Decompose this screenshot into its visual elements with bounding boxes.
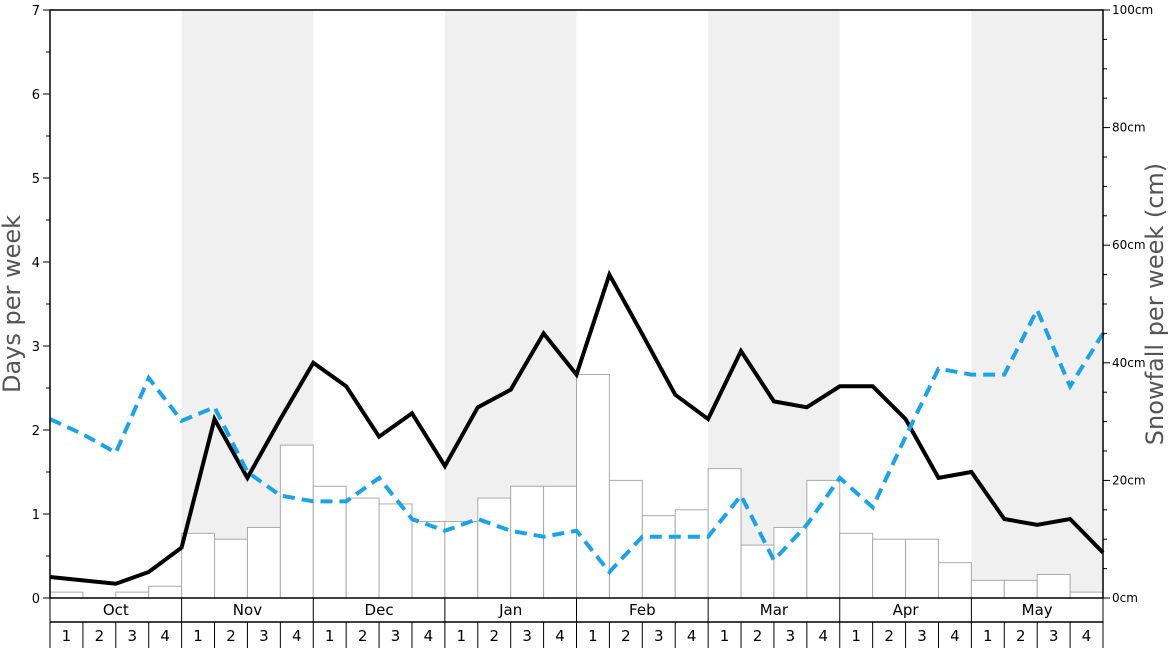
week-label: 1 (325, 627, 335, 645)
left-tick-label: 3 (32, 340, 40, 355)
week-label: 1 (851, 627, 861, 645)
month-label: Jan (498, 601, 522, 619)
week-label: 4 (687, 627, 697, 645)
snowfall-bar (707, 468, 742, 599)
week-row: 1 2 3 4 1 2 3 4 1 2 3 4 1 2 3 4 1 2 3 4 1 2 3 4 1 2 3 4 1 2 3 4 (49, 622, 1104, 648)
snowfall-bar (246, 526, 281, 599)
snowfall-bar (641, 515, 676, 599)
right-tick-label: 0cm (1112, 591, 1138, 605)
week-label: 2 (226, 627, 236, 645)
snowfall-bar (937, 562, 972, 599)
snowfall-bar (543, 485, 577, 599)
month-band (971, 10, 1103, 598)
snowfall-bar (839, 532, 874, 599)
snowfall-bar (1003, 579, 1038, 599)
week-label: 1 (983, 627, 993, 645)
month-row: Oct Nov Dec Jan Feb Mar Apr May (49, 598, 1104, 623)
y-axis-label-left: Days per week (0, 215, 26, 393)
right-tick-label: 20cm (1112, 473, 1146, 487)
snowfall-bar (115, 591, 150, 599)
snowfall-bar (181, 532, 216, 599)
week-label: 4 (292, 627, 302, 645)
left-tick-label: 5 (32, 172, 40, 187)
y-axis-label-right: Snowfall per week (cm) (1141, 163, 1168, 445)
week-label: 3 (1049, 627, 1059, 645)
week-label: 3 (917, 627, 927, 645)
snowfall-bar (510, 485, 545, 599)
snowfall-bar (214, 538, 248, 599)
right-tick-label: 40cm (1112, 356, 1146, 370)
right-tick-label: 80cm (1112, 121, 1146, 135)
snowfall-bar (378, 503, 413, 599)
snowfall-bar (674, 509, 709, 599)
left-tick-label: 4 (32, 256, 40, 271)
left-axis: 0 1 2 3 4 5 6 7 (32, 4, 50, 607)
right-tick-label: 100cm (1112, 3, 1153, 17)
right-tick-label: 60cm (1112, 238, 1146, 252)
month-label: Dec (365, 601, 394, 619)
snowfall-bar (444, 521, 479, 599)
month-label: Apr (893, 601, 920, 619)
dashed-blue-line (49, 305, 1105, 576)
snowfall-bar (905, 538, 939, 599)
snowfall-bar (1036, 573, 1071, 599)
snowfall-bar (345, 497, 380, 599)
snowfall-bar (477, 497, 512, 599)
week-label: 1 (720, 627, 730, 645)
week-label: 3 (786, 627, 796, 645)
week-label: 2 (489, 627, 499, 645)
week-label: 2 (884, 627, 894, 645)
month-label: May (1022, 601, 1053, 619)
month-label: Mar (760, 601, 789, 619)
snowfall-bars (49, 374, 1104, 599)
snowfall-bar (49, 591, 84, 599)
snowfall-bar (148, 585, 183, 599)
month-label: Feb (629, 601, 656, 619)
snowfall-bar (872, 538, 907, 599)
solid-black-line (49, 269, 1105, 586)
left-tick-label: 2 (32, 424, 40, 439)
week-label: 3 (259, 627, 269, 645)
snowfall-bar (411, 521, 446, 599)
week-label: 4 (424, 627, 434, 645)
week-label: 1 (193, 627, 203, 645)
left-tick-label: 7 (32, 4, 40, 19)
week-label: 2 (753, 627, 763, 645)
week-label: 2 (1016, 627, 1026, 645)
week-label: 2 (621, 627, 631, 645)
week-label: 3 (391, 627, 401, 645)
week-label: 4 (555, 627, 565, 645)
left-tick-label: 6 (32, 88, 40, 103)
week-label: 2 (95, 627, 105, 645)
week-label: 4 (160, 627, 170, 645)
week-label: 1 (457, 627, 467, 645)
week-label: 3 (522, 627, 532, 645)
week-label: 1 (588, 627, 598, 645)
left-tick-label: 1 (32, 508, 40, 523)
snowfall-bar (1069, 591, 1104, 599)
week-label: 3 (127, 627, 137, 645)
week-label: 2 (358, 627, 368, 645)
week-label: 4 (950, 627, 960, 645)
snowfall-bar (773, 526, 808, 599)
week-label: 4 (1082, 627, 1092, 645)
month-label: Oct (103, 601, 129, 619)
week-label: 1 (62, 627, 72, 645)
snowfall-bar (279, 444, 314, 599)
week-label: 4 (819, 627, 829, 645)
week-label: 3 (654, 627, 664, 645)
right-axis: 0cm 20cm 40cm 60cm 80cm 100cm (1103, 3, 1153, 605)
left-tick-label: 0 (32, 592, 40, 607)
snowfall-bar (970, 579, 1005, 599)
month-label: Nov (233, 601, 262, 619)
day-lines (49, 269, 1105, 586)
snowfall-bar (806, 479, 841, 599)
